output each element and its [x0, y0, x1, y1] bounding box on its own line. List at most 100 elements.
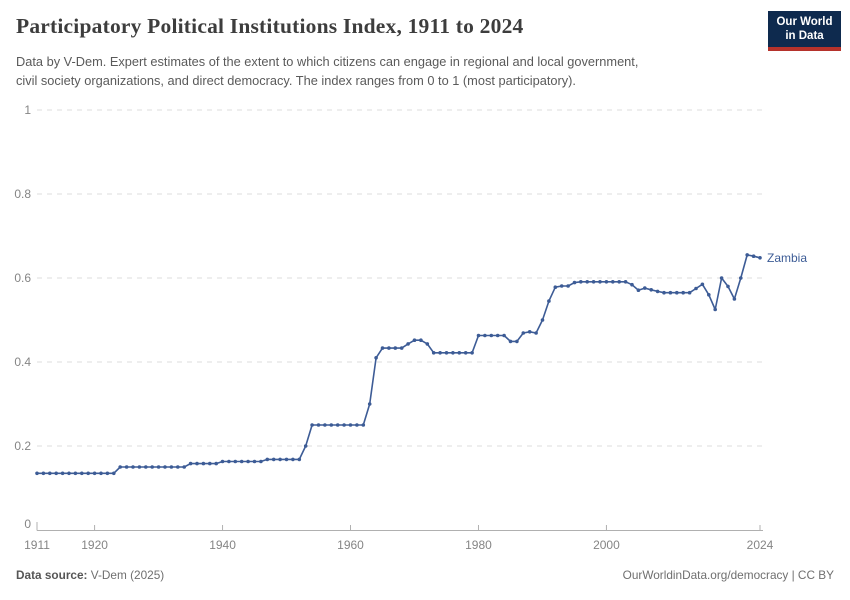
- data-point[interactable]: [124, 465, 129, 469]
- data-point[interactable]: [649, 288, 653, 292]
- data-point[interactable]: [73, 471, 78, 476]
- data-point[interactable]: [99, 471, 103, 476]
- data-point[interactable]: [726, 284, 730, 289]
- data-point[interactable]: [732, 297, 737, 301]
- data-point[interactable]: [310, 423, 314, 427]
- data-point[interactable]: [655, 289, 660, 294]
- data-point[interactable]: [387, 346, 391, 350]
- data-point[interactable]: [393, 346, 398, 350]
- data-point[interactable]: [623, 280, 628, 284]
- data-point[interactable]: [617, 280, 621, 284]
- data-point[interactable]: [348, 423, 353, 427]
- data-point[interactable]: [323, 423, 327, 427]
- data-point[interactable]: [303, 444, 308, 448]
- data-point[interactable]: [553, 285, 558, 290]
- data-point[interactable]: [412, 338, 417, 343]
- credit-link[interactable]: OurWorldinData.org/democracy | CC BY: [622, 568, 834, 582]
- data-point[interactable]: [201, 461, 206, 466]
- data-point[interactable]: [246, 459, 250, 464]
- data-point[interactable]: [585, 280, 589, 284]
- data-point[interactable]: [559, 284, 564, 288]
- data-point[interactable]: [521, 331, 526, 335]
- data-point[interactable]: [745, 253, 749, 257]
- data-point[interactable]: [540, 318, 545, 322]
- data-point[interactable]: [751, 254, 756, 258]
- data-point[interactable]: [220, 459, 225, 464]
- owid-logo[interactable]: Our World in Data: [768, 11, 841, 51]
- data-point[interactable]: [508, 339, 513, 344]
- data-point[interactable]: [406, 342, 410, 346]
- data-point[interactable]: [118, 465, 122, 469]
- data-point[interactable]: [681, 290, 685, 295]
- data-point[interactable]: [367, 402, 372, 406]
- data-point[interactable]: [527, 330, 532, 334]
- data-point[interactable]: [131, 465, 135, 469]
- data-point[interactable]: [451, 351, 455, 355]
- data-point[interactable]: [707, 293, 711, 297]
- data-point[interactable]: [265, 457, 270, 462]
- data-point[interactable]: [457, 351, 462, 355]
- data-point[interactable]: [239, 459, 244, 464]
- data-point[interactable]: [636, 288, 641, 293]
- data-point[interactable]: [495, 333, 500, 338]
- data-point[interactable]: [374, 356, 378, 360]
- data-point[interactable]: [380, 346, 385, 350]
- data-point[interactable]: [278, 457, 282, 462]
- data-point[interactable]: [112, 471, 116, 476]
- data-point[interactable]: [271, 457, 276, 462]
- data-point[interactable]: [502, 333, 506, 338]
- data-point[interactable]: [86, 471, 90, 476]
- data-point[interactable]: [591, 280, 596, 284]
- data-point[interactable]: [444, 351, 449, 355]
- data-point[interactable]: [630, 282, 634, 287]
- data-point[interactable]: [41, 471, 46, 476]
- data-point[interactable]: [687, 290, 692, 295]
- data-point[interactable]: [483, 333, 487, 338]
- data-point[interactable]: [144, 465, 148, 469]
- data-point[interactable]: [342, 423, 346, 427]
- data-point[interactable]: [579, 280, 583, 284]
- data-point[interactable]: [60, 471, 65, 476]
- data-point[interactable]: [214, 461, 218, 466]
- data-point[interactable]: [719, 276, 724, 280]
- data-point[interactable]: [598, 280, 602, 284]
- data-point[interactable]: [137, 465, 142, 469]
- data-point[interactable]: [67, 471, 71, 476]
- data-point[interactable]: [425, 342, 430, 346]
- data-point[interactable]: [463, 351, 468, 355]
- data-point[interactable]: [713, 307, 717, 312]
- data-point[interactable]: [470, 351, 474, 355]
- data-point[interactable]: [399, 346, 404, 350]
- data-point[interactable]: [694, 286, 698, 291]
- data-point[interactable]: [208, 461, 212, 466]
- data-point[interactable]: [547, 299, 551, 303]
- data-point[interactable]: [48, 471, 52, 476]
- data-point[interactable]: [54, 471, 58, 476]
- data-point[interactable]: [515, 339, 519, 344]
- zambia-series-line[interactable]: [37, 254, 761, 475]
- data-point[interactable]: [35, 471, 39, 476]
- data-point[interactable]: [476, 333, 481, 338]
- data-point[interactable]: [355, 423, 359, 427]
- data-point[interactable]: [291, 457, 295, 462]
- data-point[interactable]: [335, 423, 340, 427]
- data-point[interactable]: [227, 459, 231, 464]
- data-point[interactable]: [169, 465, 174, 469]
- data-point[interactable]: [105, 471, 110, 476]
- data-point[interactable]: [163, 465, 167, 469]
- data-point[interactable]: [758, 255, 762, 260]
- entity-label-zambia[interactable]: Zambia: [767, 251, 807, 265]
- data-point[interactable]: [572, 280, 577, 285]
- data-point[interactable]: [195, 461, 199, 466]
- data-point[interactable]: [611, 280, 615, 284]
- data-point[interactable]: [419, 338, 423, 343]
- data-point[interactable]: [252, 459, 257, 464]
- data-point[interactable]: [534, 331, 538, 335]
- data-point[interactable]: [156, 465, 161, 469]
- data-point[interactable]: [675, 290, 679, 295]
- data-point[interactable]: [489, 333, 494, 338]
- data-point[interactable]: [739, 276, 743, 280]
- data-point[interactable]: [329, 423, 334, 427]
- data-point[interactable]: [259, 459, 263, 464]
- data-point[interactable]: [297, 457, 302, 462]
